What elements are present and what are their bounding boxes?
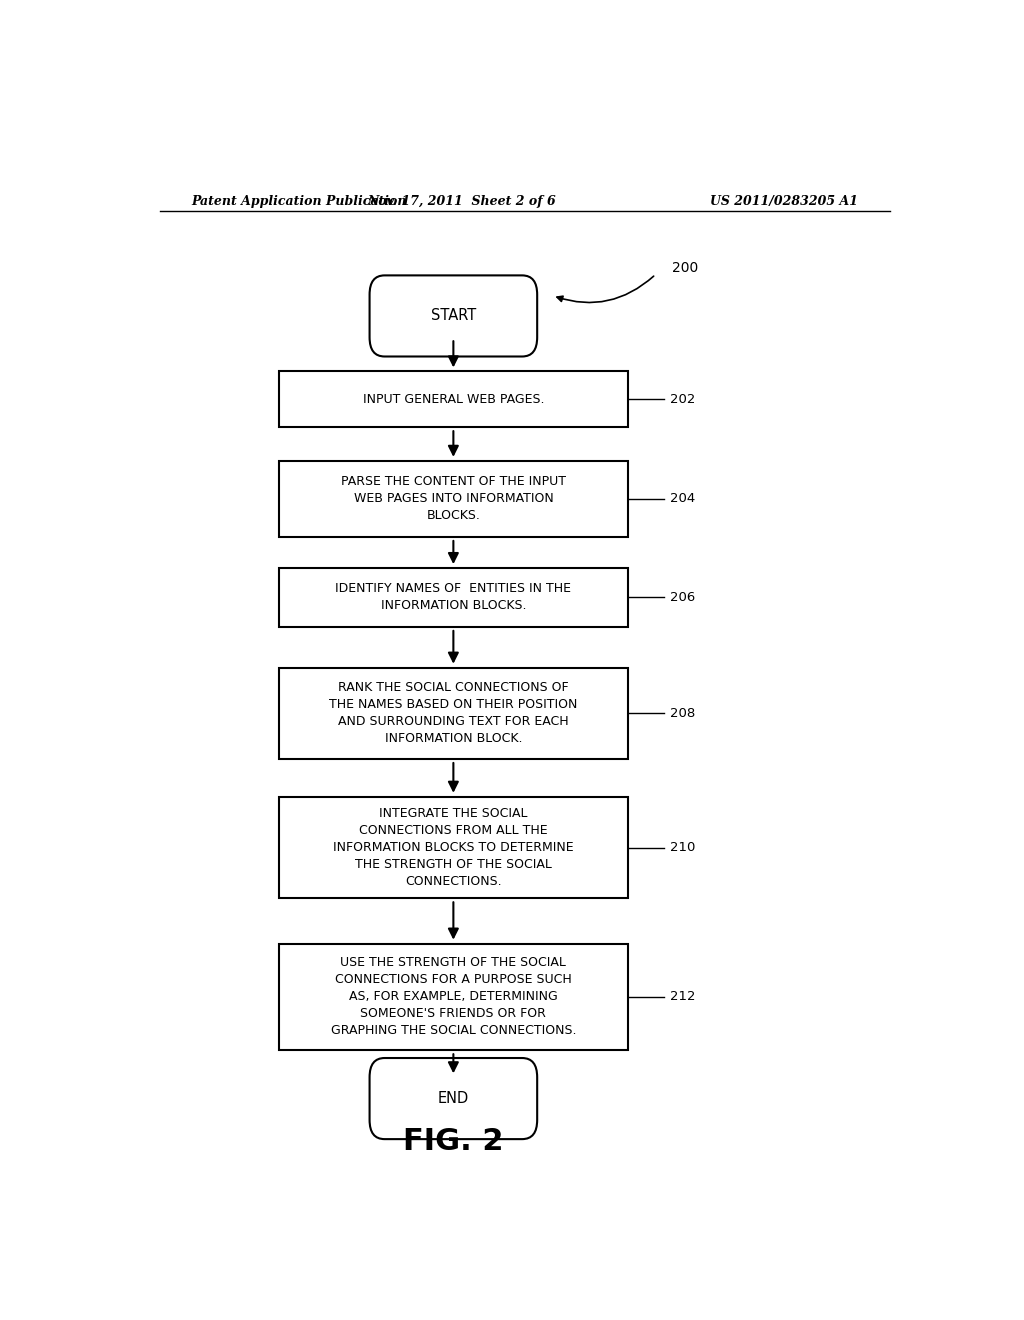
Text: Patent Application Publication: Patent Application Publication <box>191 194 407 207</box>
FancyBboxPatch shape <box>370 276 538 356</box>
Text: 200: 200 <box>672 261 698 275</box>
Text: 206: 206 <box>670 591 695 605</box>
Text: 210: 210 <box>670 841 695 854</box>
Text: Nov. 17, 2011  Sheet 2 of 6: Nov. 17, 2011 Sheet 2 of 6 <box>367 194 556 207</box>
Text: INTEGRATE THE SOCIAL
CONNECTIONS FROM ALL THE
INFORMATION BLOCKS TO DETERMINE
TH: INTEGRATE THE SOCIAL CONNECTIONS FROM AL… <box>333 807 573 888</box>
Text: IDENTIFY NAMES OF  ENTITIES IN THE
INFORMATION BLOCKS.: IDENTIFY NAMES OF ENTITIES IN THE INFORM… <box>336 582 571 612</box>
FancyBboxPatch shape <box>370 1059 538 1139</box>
Bar <box>279 461 628 537</box>
Bar <box>279 944 628 1051</box>
Text: RANK THE SOCIAL CONNECTIONS OF
THE NAMES BASED ON THEIR POSITION
AND SURROUNDING: RANK THE SOCIAL CONNECTIONS OF THE NAMES… <box>329 681 578 746</box>
Bar <box>279 668 628 759</box>
Text: END: END <box>437 1092 469 1106</box>
Text: INPUT GENERAL WEB PAGES.: INPUT GENERAL WEB PAGES. <box>362 393 544 405</box>
Text: 204: 204 <box>670 492 695 506</box>
Text: 208: 208 <box>670 706 695 719</box>
Text: START: START <box>431 309 476 323</box>
Text: US 2011/0283205 A1: US 2011/0283205 A1 <box>710 194 858 207</box>
Text: 202: 202 <box>670 393 695 405</box>
Text: FIG. 2: FIG. 2 <box>403 1127 504 1156</box>
Bar <box>279 568 628 627</box>
Bar <box>279 371 628 428</box>
Text: USE THE STRENGTH OF THE SOCIAL
CONNECTIONS FOR A PURPOSE SUCH
AS, FOR EXAMPLE, D: USE THE STRENGTH OF THE SOCIAL CONNECTIO… <box>331 957 577 1038</box>
Text: 212: 212 <box>670 990 695 1003</box>
Text: PARSE THE CONTENT OF THE INPUT
WEB PAGES INTO INFORMATION
BLOCKS.: PARSE THE CONTENT OF THE INPUT WEB PAGES… <box>341 475 566 523</box>
Bar <box>279 797 628 899</box>
